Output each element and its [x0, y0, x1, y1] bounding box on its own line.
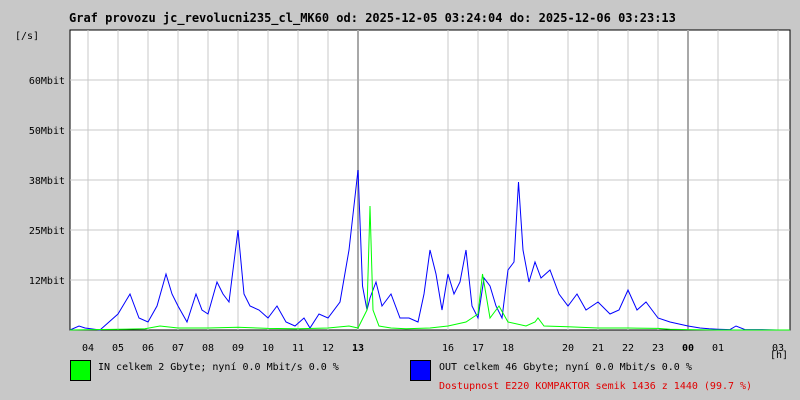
x-tick-labels: 04 05 06 07 08 09 10 11 12 13 16 17 18 20 21 22 23 00 01 03	[82, 343, 784, 354]
x-tick-label: 10	[262, 343, 274, 354]
x-tick-label: 21	[592, 343, 604, 354]
x-tick-label: 01	[712, 343, 724, 354]
series-line-out	[69, 169, 790, 331]
x-tick-label: 06	[142, 343, 154, 354]
legend-in-label: IN celkem 2 Gbyte; nyní 0.0 Mbit/s 0.0 %	[98, 362, 339, 373]
x-tick-label: 11	[292, 343, 304, 354]
x-tick-label: 23	[652, 343, 664, 354]
x-tick-label: 09	[232, 343, 244, 354]
series-layer	[69, 169, 790, 331]
grid-lines	[70, 30, 790, 330]
x-axis-unit: [h]	[770, 350, 789, 361]
x-tick-label: 12	[322, 343, 334, 354]
y-tick-label: 60Mbit	[29, 76, 65, 87]
x-tick-label: 16	[442, 343, 454, 354]
x-tick-label: 13	[352, 343, 364, 354]
x-tick-label: 08	[202, 343, 214, 354]
x-tick-label: 22	[622, 343, 634, 354]
series-line-in	[69, 205, 790, 331]
availability-text: Dostupnost E220 KOMPAKTOR semik 1436 z 1…	[439, 381, 753, 392]
x-tick-label: 20	[562, 343, 574, 354]
x-tick-label: 05	[112, 343, 124, 354]
legend-in-swatch	[70, 360, 91, 381]
y-tick-label: 25Mbit	[29, 226, 65, 237]
chart-title: Graf provozu jc_revolucni235_cl_MK60 od:…	[69, 11, 676, 25]
y-tick-labels: 12Mbit 25Mbit 38Mbit 50Mbit 60Mbit	[29, 76, 65, 287]
x-tick-label: 04	[82, 343, 94, 354]
y-tick-label: 12Mbit	[29, 276, 65, 287]
x-tick-label: 00	[682, 343, 694, 354]
x-tick-label: 17	[472, 343, 484, 354]
x-tick-label: 07	[172, 343, 184, 354]
y-axis-unit: [/s]	[15, 31, 40, 42]
x-tick-label: 03	[772, 343, 784, 354]
x-tick-label: 18	[502, 343, 514, 354]
y-tick-label: 38Mbit	[29, 176, 65, 187]
y-tick-label: 50Mbit	[29, 126, 65, 137]
legend-out-swatch	[410, 360, 431, 381]
legend-out-label: OUT celkem 46 Gbyte; nyní 0.0 Mbit/s 0.0…	[439, 362, 692, 373]
